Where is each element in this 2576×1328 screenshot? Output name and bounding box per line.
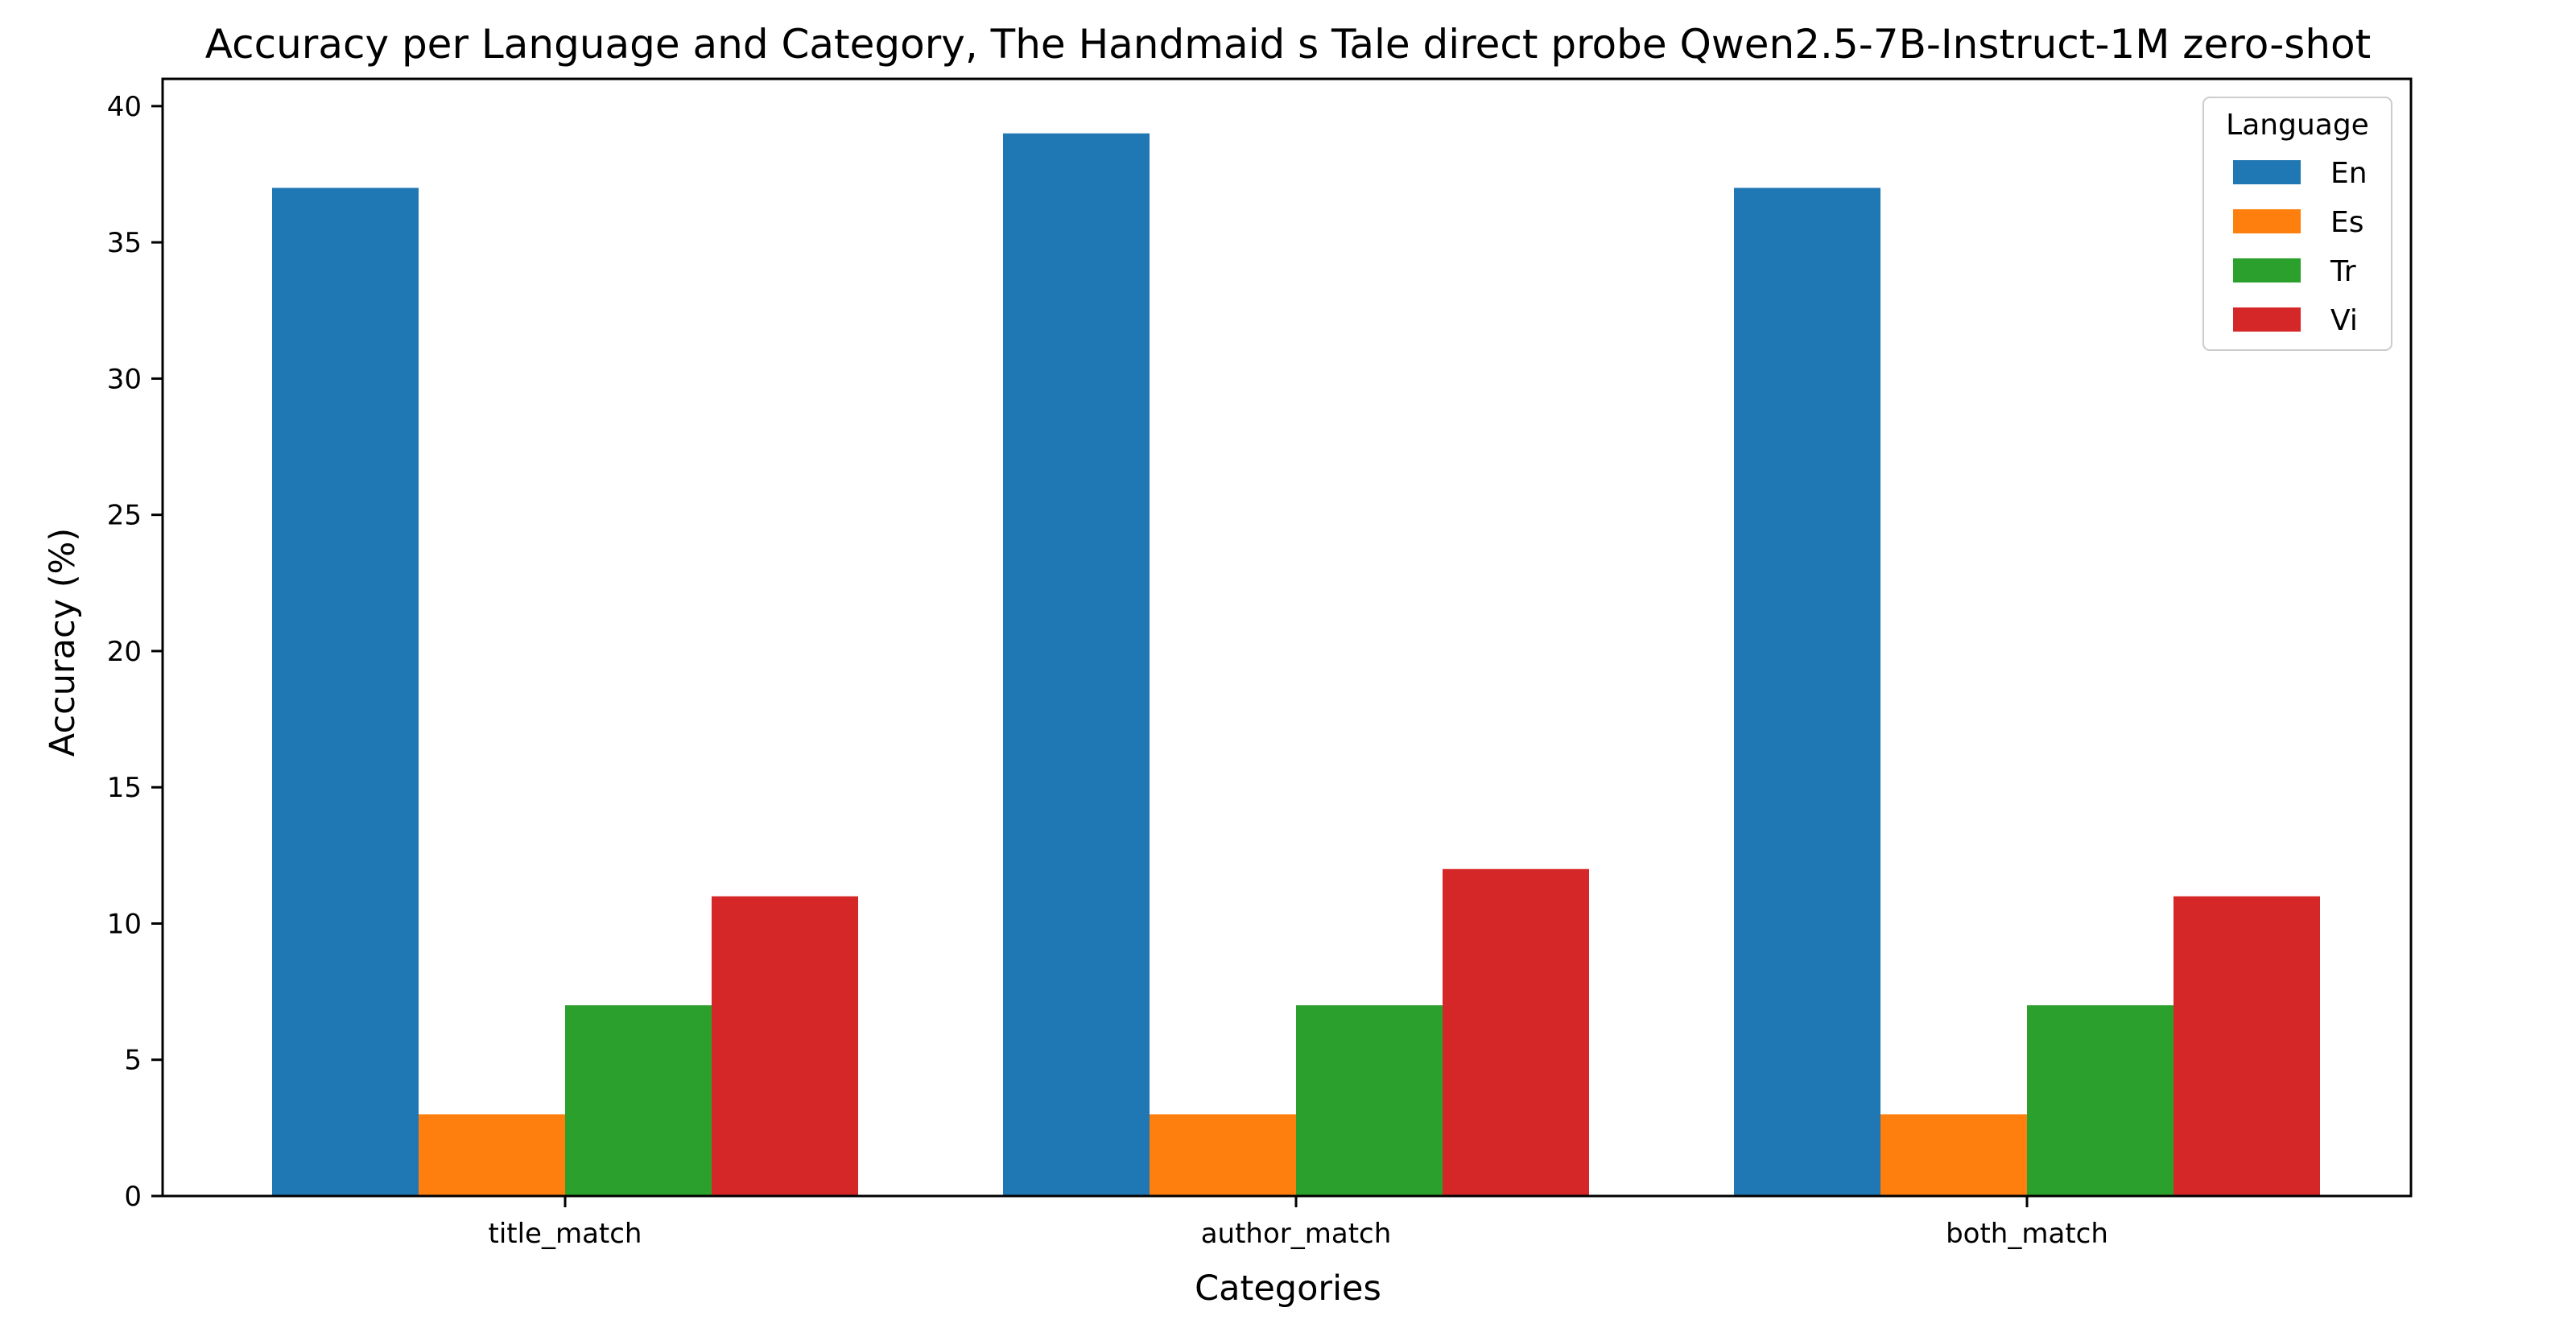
bar-vi-both-match [2174, 896, 2320, 1196]
legend-swatch-en [2233, 160, 2301, 184]
bar-vi-author-match [1443, 868, 1589, 1196]
y-tick-label-35: 35 [107, 227, 142, 259]
bar-tr-author-match [1296, 1005, 1443, 1196]
legend-label-vi: Vi [2330, 304, 2358, 337]
bar-tr-title-match [565, 1005, 712, 1196]
y-axis-label: Accuracy (%) [43, 528, 83, 757]
legend-swatch-es [2233, 209, 2301, 233]
bar-es-both-match [1880, 1114, 2027, 1196]
x-tick-label-title-match: title_match [488, 1218, 642, 1250]
legend-label-es: Es [2330, 206, 2364, 239]
y-tick-label-25: 25 [107, 500, 142, 532]
x-tick-label-author-match: author_match [1201, 1218, 1392, 1250]
plot-area-frame [161, 77, 2413, 1198]
bars-layer [272, 133, 2320, 1197]
y-tick-label-20: 20 [107, 636, 142, 668]
legend-swatch-tr [2233, 258, 2301, 283]
y-tick-label-15: 15 [107, 772, 142, 804]
y-axis-ticks: 0 5 10 15 20 25 30 35 40 [107, 91, 163, 1213]
bar-es-author-match [1150, 1114, 1296, 1196]
bar-tr-both-match [2027, 1005, 2174, 1196]
legend-title: Language [2226, 109, 2369, 142]
bar-en-both-match [1734, 188, 1880, 1196]
y-tick-label-10: 10 [107, 908, 142, 940]
bar-en-author-match [1003, 133, 1150, 1197]
y-tick-label-30: 30 [107, 363, 142, 395]
legend: Language En Es Tr Vi [2202, 97, 2392, 351]
legend-swatch-vi [2233, 307, 2301, 332]
bar-vi-title-match [712, 896, 858, 1196]
bar-en-title-match [272, 188, 419, 1196]
bar-es-title-match [419, 1114, 565, 1196]
chart-title: Accuracy per Language and Category, The … [205, 21, 2371, 68]
x-axis-ticks: title_match author_match both_match [488, 1196, 2108, 1250]
y-tick-label-40: 40 [107, 91, 142, 123]
x-axis-label: Categories [1195, 1268, 1381, 1309]
y-tick-label-5: 5 [124, 1045, 142, 1077]
y-tick-label-0: 0 [124, 1181, 142, 1213]
legend-label-en: En [2330, 157, 2368, 190]
x-tick-label-both-match: both_match [1946, 1218, 2108, 1250]
legend-label-tr: Tr [2330, 255, 2356, 288]
